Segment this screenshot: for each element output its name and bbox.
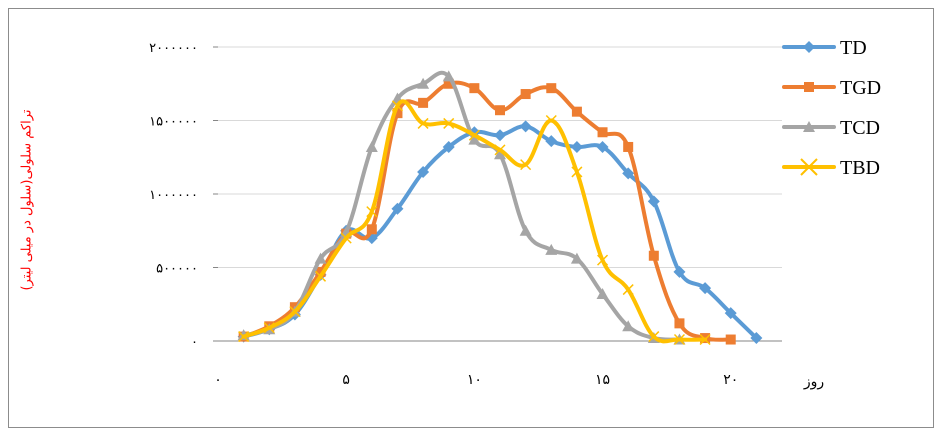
data-point-tcd	[314, 252, 327, 264]
x-tick-label: ۰	[214, 372, 222, 388]
data-point-tbd	[417, 117, 429, 129]
legend-marker	[803, 121, 815, 132]
legend-label: TD	[840, 37, 867, 59]
data-point-tbd	[366, 206, 378, 218]
legend-label: TGD	[840, 77, 881, 99]
data-point-tbd	[571, 166, 583, 178]
axes: ۰ ۵۰۰۰۰۰ ۱۰۰۰۰۰۰ ۱۵۰۰۰۰۰ ۲۰۰۰۰۰۰ ۰ ۵ ۱۰ ۱۵ ۲۰	[149, 41, 782, 388]
data-point-tgd	[725, 334, 736, 345]
data-point-tgd	[443, 78, 454, 89]
legend: TD TGD TCD TBD	[782, 37, 881, 179]
data-point-tcd	[494, 148, 506, 160]
legend-marker	[803, 41, 815, 53]
x-tick-label: ۵	[342, 372, 350, 388]
series-tgd	[238, 78, 736, 345]
x-tick-label: ۱۵	[595, 372, 610, 388]
data-point-tbd	[289, 306, 301, 318]
data-point-td	[622, 167, 635, 180]
data-point-tgd	[597, 127, 608, 138]
data-point-tgd	[648, 250, 659, 261]
data-point-tbd	[622, 284, 634, 296]
data-point-tcd	[442, 70, 455, 82]
data-point-td	[673, 265, 686, 278]
data-point-tcd	[570, 252, 583, 264]
data-point-tgd	[366, 224, 377, 235]
x-tick-label: ۲۰	[723, 372, 738, 388]
legend-label: TBD	[840, 157, 880, 179]
data-point-tcd	[622, 320, 635, 332]
data-point-td	[442, 140, 455, 153]
legend-label: TCD	[840, 117, 880, 139]
data-point-tcd	[468, 133, 481, 145]
data-point-tbd	[597, 254, 609, 266]
legend-item-tcd: TCD	[782, 117, 880, 139]
data-point-tgd	[418, 97, 429, 108]
data-point-td	[647, 195, 660, 208]
data-point-td	[417, 165, 430, 178]
y-tick-label: ۲۰۰۰۰۰۰	[149, 41, 198, 56]
data-point-tbd	[648, 331, 660, 343]
series-group	[237, 70, 763, 346]
data-point-tbd	[520, 159, 532, 171]
data-point-td	[570, 140, 583, 153]
x-tick-label: ۱۰	[467, 372, 482, 388]
y-tick-label: ۱۵۰۰۰۰۰	[149, 115, 198, 130]
data-point-tgd	[392, 108, 403, 119]
y-axis-label: تراکم سلولی(سلول در میلی لیتر)	[19, 109, 35, 291]
series-line-tgd	[241, 80, 733, 342]
data-point-tbd	[443, 117, 455, 129]
data-point-tbd	[340, 232, 352, 244]
legend-marker	[804, 82, 814, 92]
series-line-tcd	[241, 70, 682, 342]
data-point-tgd	[674, 318, 685, 329]
series-line-tbd	[241, 99, 708, 344]
series-tbd	[238, 99, 711, 346]
data-point-tgd	[571, 106, 582, 117]
data-point-tbd	[699, 333, 711, 346]
data-point-tgd	[546, 83, 557, 94]
y-tick-label: ۰	[191, 335, 198, 350]
data-point-tgd	[315, 266, 326, 277]
data-point-tcd	[417, 77, 430, 89]
data-point-tgd	[520, 89, 531, 100]
data-point-tbd	[263, 322, 275, 334]
legend-marker	[800, 158, 818, 176]
data-point-td	[724, 307, 737, 320]
data-point-td	[750, 332, 763, 345]
data-point-td	[596, 140, 609, 153]
x-axis-label: روز	[803, 374, 824, 390]
legend-item-tgd: TGD	[782, 77, 881, 99]
data-point-tgd	[495, 105, 505, 116]
legend-item-tbd: TBD	[782, 157, 880, 179]
data-point-td	[494, 129, 506, 142]
data-point-td	[699, 282, 712, 295]
data-point-tbd	[673, 333, 685, 346]
data-point-tcd	[545, 243, 558, 255]
chart-frame	[8, 8, 934, 428]
data-point-tbd	[494, 144, 506, 156]
data-point-tbd	[315, 270, 327, 282]
data-point-tgd	[623, 141, 634, 152]
legend-item-td: TD	[782, 37, 867, 59]
data-point-tbd	[468, 129, 480, 141]
data-point-td	[545, 135, 558, 148]
data-point-tbd	[391, 100, 403, 112]
data-point-tgd	[469, 83, 480, 94]
data-point-tbd	[545, 114, 557, 127]
data-point-td	[391, 202, 404, 215]
data-point-tbd	[238, 331, 250, 343]
data-point-td	[519, 120, 532, 133]
data-point-tcd	[596, 287, 609, 299]
data-point-tcd	[519, 224, 532, 236]
data-point-tcd	[365, 140, 378, 152]
y-tick-label: ۵۰۰۰۰۰	[156, 262, 198, 277]
y-tick-label: ۱۰۰۰۰۰۰	[149, 188, 198, 203]
